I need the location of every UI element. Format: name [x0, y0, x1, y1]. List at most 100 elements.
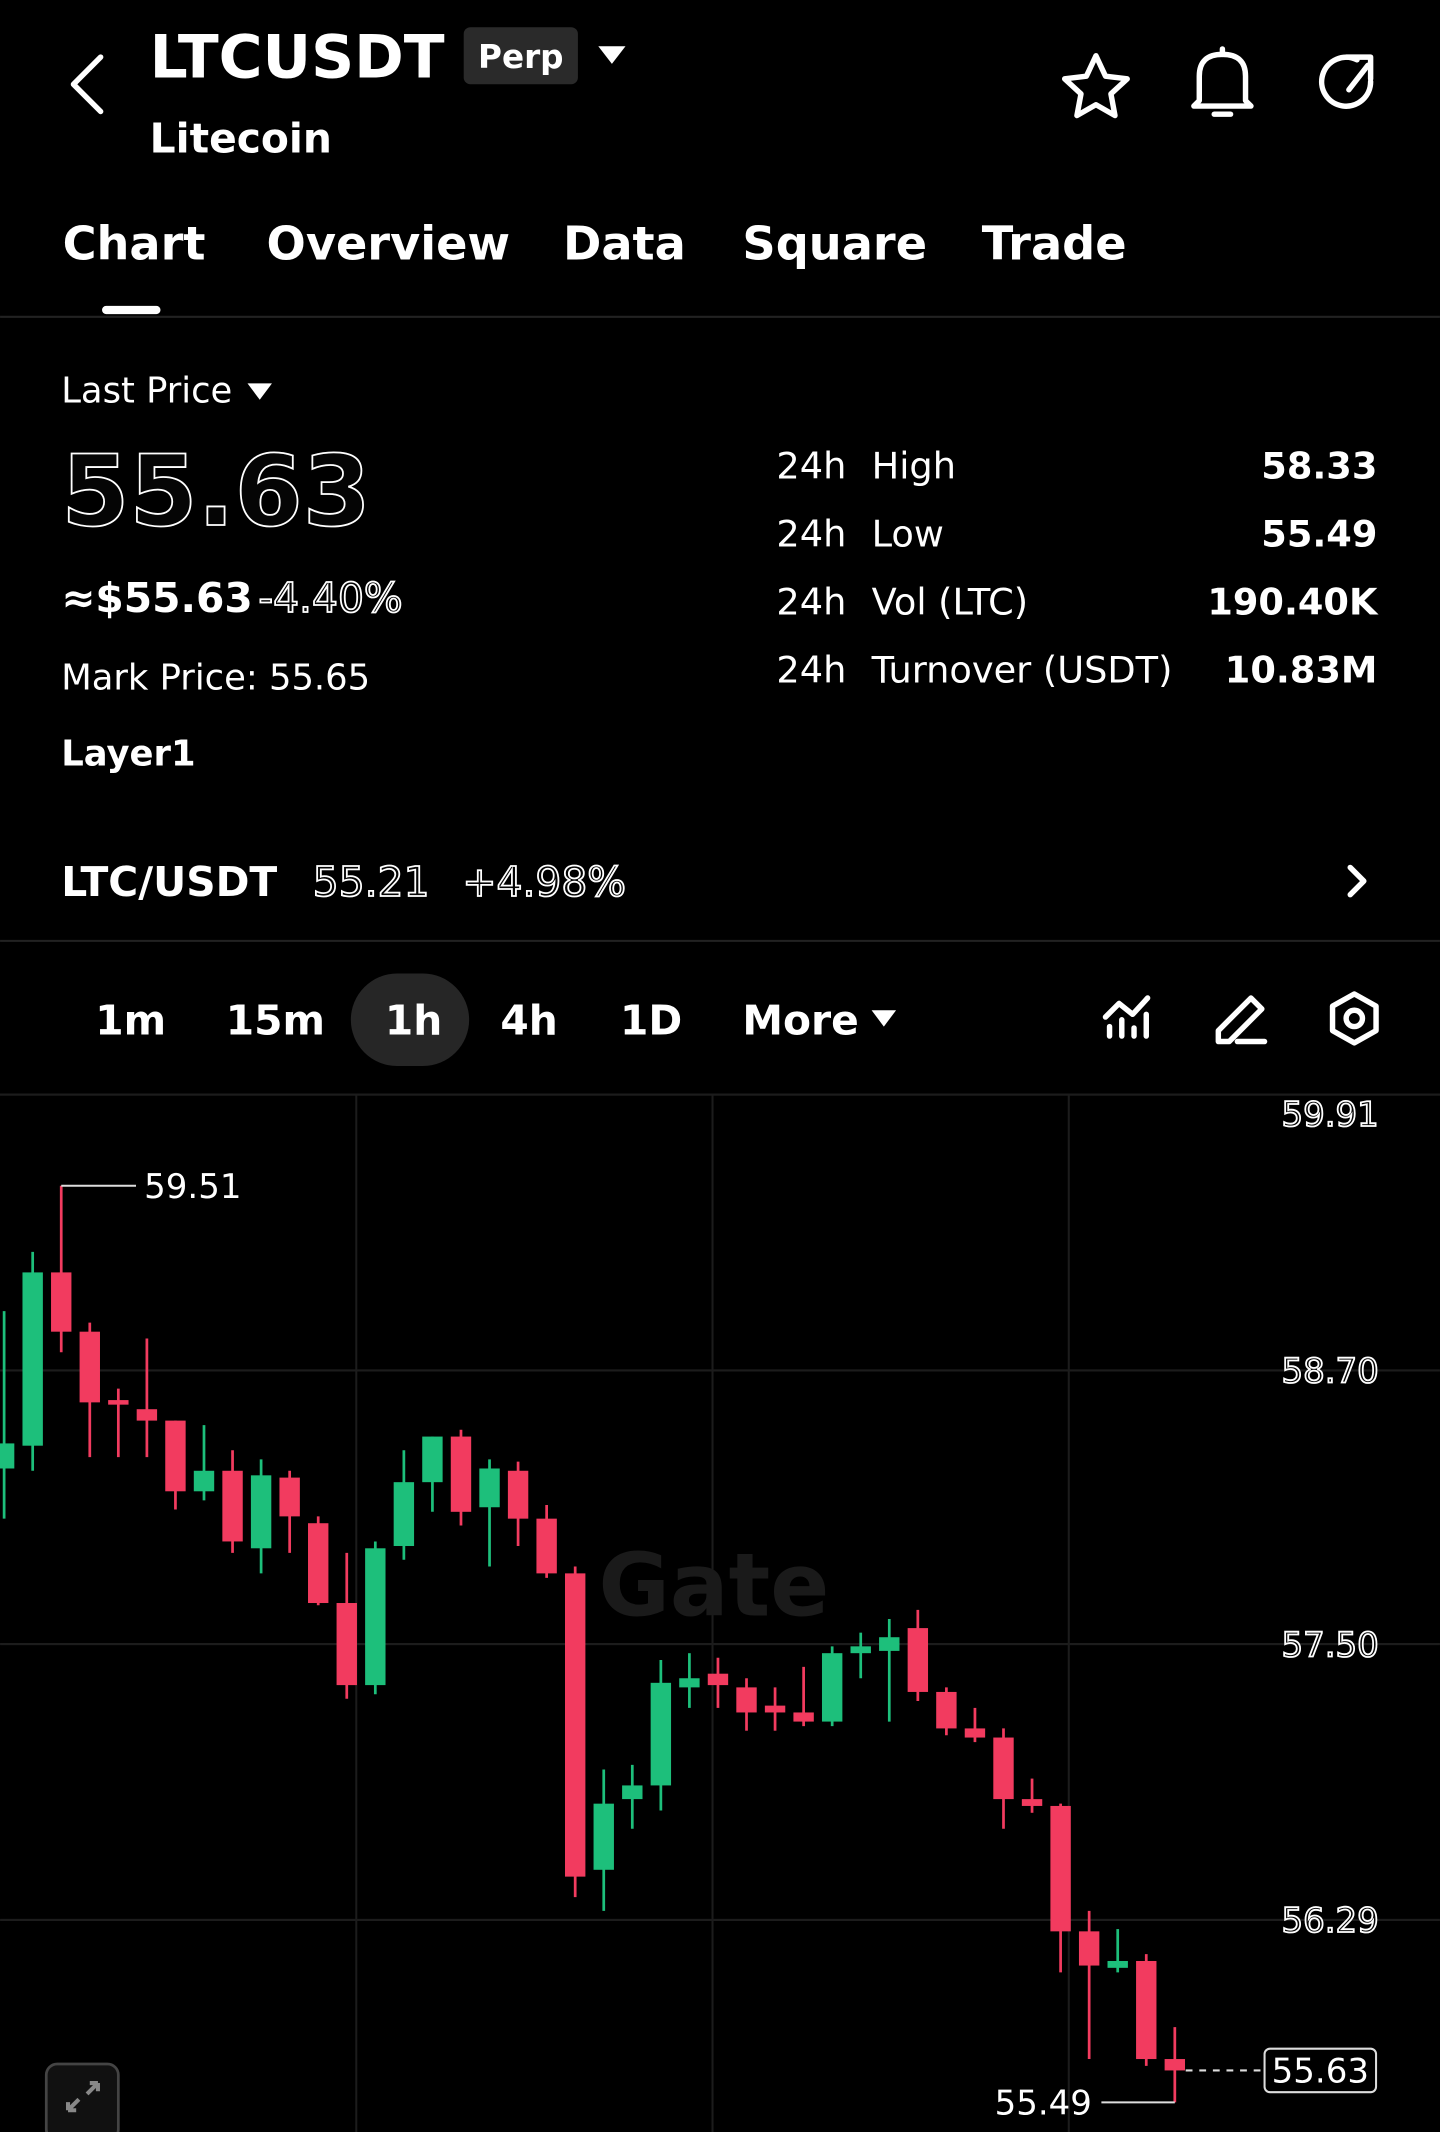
spot-change: +4.98%: [462, 858, 626, 906]
interval[interactable]: More: [742, 997, 858, 1045]
coin-name: Litecoin: [150, 114, 332, 162]
last-price-box: [1263, 2047, 1378, 2094]
candle-body: [393, 1482, 415, 1547]
candle-body: [222, 1470, 243, 1542]
settings-button[interactable]: [1329, 991, 1379, 1046]
candle-body: [165, 1420, 186, 1492]
candle-body: [593, 1803, 614, 1870]
price-label: Last Price: [61, 370, 232, 411]
badge: [463, 27, 578, 85]
low-label: 55.49: [995, 2084, 1092, 2124]
candle-body: [764, 1705, 786, 1713]
candle-body: [422, 1436, 443, 1483]
candle-body: [308, 1523, 329, 1604]
stat-period: 24h: [776, 513, 846, 556]
last-price-label: 55.63: [1272, 2052, 1369, 2092]
back-button[interactable]: [70, 54, 104, 115]
badge-text: Perp: [478, 38, 563, 76]
candle-body: [336, 1603, 357, 1686]
mark-price: Mark Price: 55.65: [61, 657, 370, 698]
favorite-button[interactable]: [1061, 53, 1130, 119]
stat-period: 24h: [776, 649, 846, 692]
high-label: 59.51: [144, 1167, 241, 1207]
candle-body: [879, 1637, 900, 1651]
candle-body: [993, 1737, 1014, 1800]
spot-chevron[interactable]: [1347, 864, 1367, 898]
candle-body: [564, 1573, 586, 1877]
candle-body: [622, 1785, 643, 1800]
tab[interactable]: Chart: [63, 217, 206, 271]
symbol: LTCUSDT: [150, 23, 445, 93]
stat-value: 55.49: [1261, 513, 1377, 556]
candle-body: [736, 1687, 757, 1713]
spot-price: 55.21: [313, 858, 430, 906]
symbol-dropdown[interactable]: [598, 46, 626, 64]
candle-body: [821, 1653, 843, 1722]
alert-button[interactable]: [1191, 46, 1254, 117]
tab[interactable]: Overview: [267, 217, 511, 271]
candle-body: [793, 1712, 814, 1722]
candle-body: [907, 1628, 929, 1692]
indicator-button[interactable]: [1102, 995, 1151, 1039]
tab-indicator: [102, 305, 161, 315]
more-dropdown[interactable]: [871, 1010, 897, 1027]
candle-body: [850, 1646, 871, 1654]
interval[interactable]: 1m: [95, 997, 166, 1045]
last-price: 55.63: [61, 435, 371, 549]
interval[interactable]: 1D: [620, 997, 682, 1045]
y-tick-label: 59.91: [1281, 1095, 1378, 1135]
stat-label: High: [872, 445, 956, 488]
tab[interactable]: Data: [563, 217, 686, 271]
candle-body: [0, 1443, 15, 1469]
tab[interactable]: Trade: [982, 217, 1127, 271]
interval-selected: [350, 973, 470, 1066]
stat-period: 24h: [776, 445, 846, 488]
stat-label: Turnover (USDT): [871, 649, 1173, 692]
stat-label: Low: [872, 513, 944, 556]
sector-tag: Layer1: [61, 734, 195, 775]
candle-body: [536, 1518, 557, 1574]
candle-body: [51, 1272, 72, 1332]
price-change: -4.40%: [258, 574, 402, 622]
candle-body: [1107, 1960, 1128, 1968]
stat-period: 24h: [776, 581, 846, 624]
candle-body: [479, 1468, 500, 1508]
candle-body: [707, 1673, 729, 1686]
candle-body: [136, 1409, 158, 1421]
spot-pair[interactable]: LTC/USDT: [61, 858, 277, 906]
candle-body: [1136, 1960, 1157, 2060]
usd-price: ≈$55.63: [61, 574, 253, 622]
candle-body: [279, 1477, 300, 1517]
candle-body: [193, 1470, 215, 1492]
draw-button[interactable]: [1215, 995, 1268, 1045]
candle-body: [108, 1400, 129, 1405]
candle-body: [936, 1691, 957, 1729]
candle-body: [1021, 1799, 1043, 1806]
expand-button[interactable]: [44, 2062, 120, 2132]
candle-body: [1164, 2059, 1186, 2071]
candle-body: [679, 1678, 700, 1688]
refresh-button[interactable]: [1318, 54, 1374, 109]
stat-value: 58.33: [1261, 445, 1377, 488]
stat-value: 190.40K: [1207, 581, 1379, 624]
y-tick-label: 56.29: [1281, 1901, 1378, 1941]
interval[interactable]: 1h: [385, 997, 442, 1045]
candle-body: [650, 1682, 672, 1786]
interval[interactable]: 15m: [226, 997, 325, 1045]
price-dropdown[interactable]: [247, 383, 272, 400]
stat-label: Vol (LTC): [872, 581, 1029, 624]
interval[interactable]: 4h: [500, 997, 557, 1045]
candle-body: [250, 1475, 272, 1549]
candle-body: [507, 1470, 529, 1519]
candle-body: [1050, 1805, 1071, 1932]
candle-body: [79, 1331, 100, 1403]
y-tick-label: 58.70: [1281, 1352, 1378, 1392]
candle-body: [365, 1548, 386, 1686]
candle-body: [22, 1272, 43, 1446]
candle-body: [964, 1728, 986, 1738]
stat-value: 10.83M: [1225, 649, 1378, 692]
tab[interactable]: Square: [742, 217, 927, 271]
